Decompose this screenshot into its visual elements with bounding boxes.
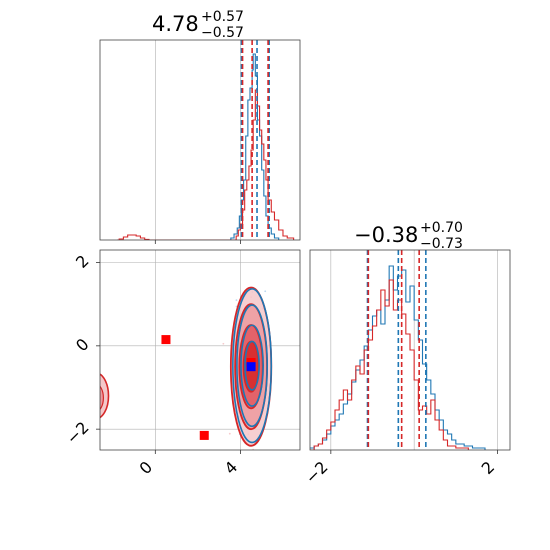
hist-2-panel bbox=[310, 250, 498, 450]
hist-1-title-main: 4.78 bbox=[152, 12, 199, 36]
joint-panel bbox=[89, 250, 300, 450]
joint-blue-contour-1 bbox=[240, 324, 264, 407]
hist-1-frame bbox=[99, 39, 301, 241]
hist-2-series-blue bbox=[310, 265, 486, 450]
hist-2-series-red bbox=[310, 279, 469, 450]
joint-scatter-point bbox=[222, 342, 225, 345]
joint-blue-contour-2 bbox=[236, 304, 269, 428]
hist-2-title-minus: −0.73 bbox=[420, 236, 463, 252]
hist-2-title-main: −0.38 bbox=[354, 223, 418, 247]
joint-blue-contour-3 bbox=[232, 288, 273, 444]
joint-red-marker-1 bbox=[161, 335, 171, 345]
joint-scatter-point bbox=[228, 432, 231, 435]
joint-blue-marker bbox=[246, 362, 256, 372]
joint-small-red-contour-outer bbox=[100, 373, 110, 419]
joint-scatter-point bbox=[264, 290, 267, 293]
hist-1-panel bbox=[117, 40, 295, 240]
joint-x-tick-label-0: 0 bbox=[136, 457, 157, 478]
joint-y-tick-label-1: 0 bbox=[72, 335, 93, 356]
hist-1-title-plus: +0.57 bbox=[201, 9, 244, 25]
hist-2-tick-label-1: 2 bbox=[478, 457, 499, 478]
joint-red-marker-2 bbox=[100, 391, 101, 401]
joint-y-tick-label-0: 2 bbox=[72, 251, 93, 272]
joint-red-marker-3 bbox=[199, 430, 209, 440]
hist-1-series-red bbox=[117, 89, 295, 240]
joint-small-red-contour-inner bbox=[100, 385, 105, 411]
joint-scatter-point bbox=[235, 299, 238, 301]
hist-2-tick-label-0: −2 bbox=[302, 457, 332, 487]
joint-red-marker-0 bbox=[89, 250, 98, 259]
hist-2-title-plus: +0.70 bbox=[420, 220, 463, 236]
hist-1-title-minus: −0.57 bbox=[201, 25, 244, 41]
hist-2-frame bbox=[309, 249, 511, 451]
joint-frame bbox=[99, 249, 301, 451]
joint-y-tick-label-2: −2 bbox=[62, 418, 92, 448]
joint-x-tick-label-1: 4 bbox=[221, 457, 242, 478]
hist-2-title: −0.38 +0.70 −0.73 bbox=[354, 220, 463, 252]
hist-1-title: 4.78 +0.57 −0.57 bbox=[152, 9, 244, 41]
joint-blue-contour-0 bbox=[244, 340, 260, 391]
